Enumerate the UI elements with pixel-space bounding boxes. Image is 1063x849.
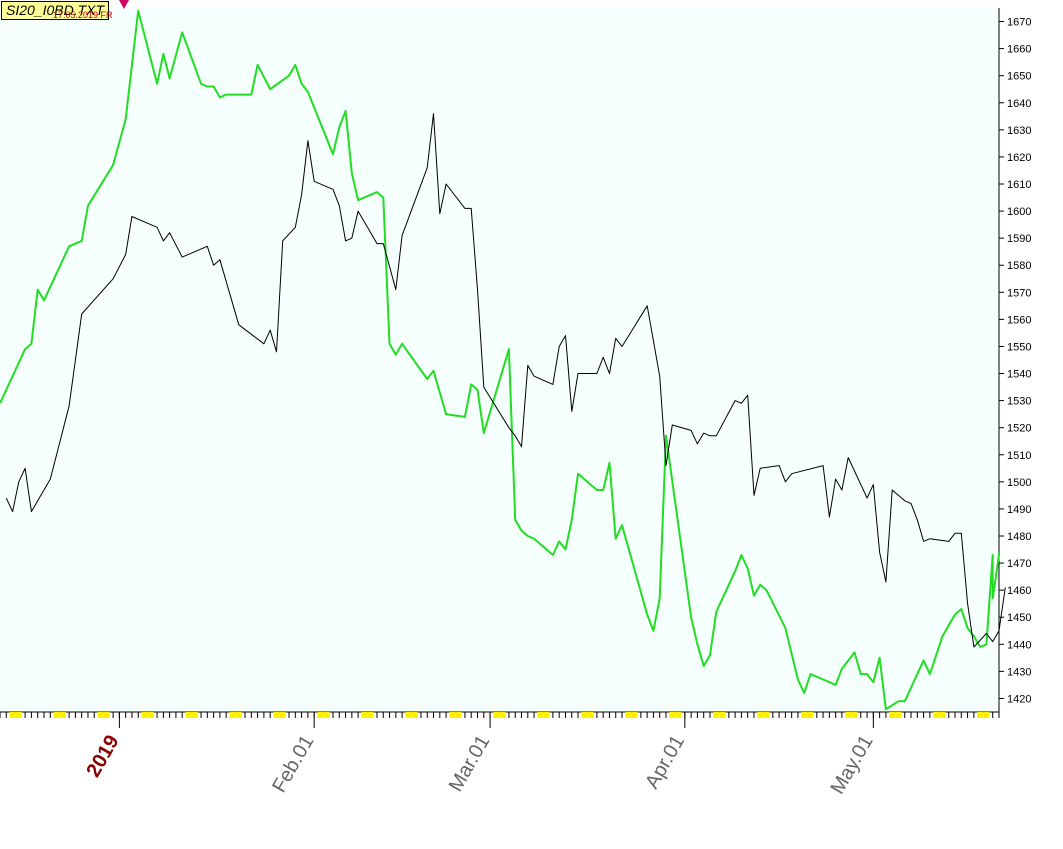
x-month-label: May.01 [827,732,878,799]
series-line-2 [5,113,1006,648]
weekend-marker [675,712,682,718]
y-tick-label: 1520 [1007,423,1031,435]
y-tick-label: 1500 [1007,477,1031,489]
weekend-marker [845,712,852,718]
y-tick-label: 1570 [1007,287,1031,299]
down-arrow-marker-icon [119,0,129,9]
weekend-marker [895,712,902,718]
weekend-marker [889,712,896,718]
weekend-marker [543,712,550,718]
weekend-marker [455,712,462,718]
weekend-marker [493,712,500,718]
weekend-marker [323,712,330,718]
weekend-marker [185,712,192,718]
weekend-marker [53,712,60,718]
y-tick-label: 1630 [1007,125,1031,137]
weekend-marker [581,712,588,718]
weekend-marker [933,712,940,718]
weekend-marker [669,712,676,718]
weekend-marker [317,712,324,718]
y-tick-label: 1460 [1007,585,1031,597]
weekend-marker [191,712,198,718]
x-month-label: Apr.01 [641,732,689,793]
weekend-marker [851,712,858,718]
y-tick-label: 1590 [1007,233,1031,245]
weekend-marker [449,712,456,718]
weekend-marker [537,712,544,718]
y-tick-label: 1640 [1007,98,1031,110]
x-year-label: 2019 [82,732,123,782]
y-tick-label: 1530 [1007,396,1031,408]
weekend-marker [983,712,990,718]
y-tick-label: 1550 [1007,341,1031,353]
x-axis-ticks: 2019 Feb.01 Mar.01 Apr.01 May.01 [0,711,1000,799]
weekend-marker [939,712,946,718]
weekend-marker [977,712,984,718]
weekend-marker [147,712,154,718]
y-tick-label: 1430 [1007,666,1031,678]
y-tick-label: 1420 [1007,693,1031,705]
weekend-marker [141,712,148,718]
weekend-marker [15,712,22,718]
x-month-label: Mar.01 [445,732,495,796]
y-tick-label: 1580 [1007,260,1031,272]
weekend-marker [411,712,418,718]
y-tick-label: 1620 [1007,152,1031,164]
weekend-marker [235,712,242,718]
y-tick-label: 1670 [1007,17,1031,29]
y-axis-ticks: 1420 1430 1440 1450 1460 1470 1480 1490 1500 1510… [999,17,1031,705]
y-tick-label: 1450 [1007,612,1031,624]
weekend-marker [367,712,374,718]
y-tick-label: 1600 [1007,206,1031,218]
x-month-label: Feb.01 [268,732,318,797]
weekend-marker [631,712,638,718]
y-tick-label: 1540 [1007,369,1031,381]
weekend-marker [713,712,720,718]
date-sub-label: 17.05.2019 FR [53,10,113,20]
y-tick-label: 1610 [1007,179,1031,191]
weekend-marker [361,712,368,718]
y-tick-label: 1480 [1007,531,1031,543]
weekend-marker [801,712,808,718]
y-tick-label: 1560 [1007,314,1031,326]
weekend-marker [625,712,632,718]
weekend-marker [97,712,104,718]
weekend-marker [59,712,66,718]
y-tick-label: 1490 [1007,504,1031,516]
plot-area [0,8,999,712]
weekend-marker [229,712,236,718]
weekend-marker [757,712,764,718]
weekend-marker [279,712,286,718]
weekend-marker [273,712,280,718]
series-line-1 [0,9,1000,711]
y-tick-label: 1510 [1007,450,1031,462]
series-lines [0,9,1006,711]
weekend-marker [405,712,412,718]
file-name-label: SI20_I0BD.TXT [1,1,110,20]
weekend-marker [499,712,506,718]
y-tick-label: 1650 [1007,71,1031,83]
weekend-marker [719,712,726,718]
weekend-marker [103,712,110,718]
weekend-marker [807,712,814,718]
y-tick-label: 1660 [1007,44,1031,56]
y-tick-label: 1440 [1007,639,1031,651]
weekend-marker [9,712,16,718]
weekend-marker [763,712,770,718]
weekend-marker [587,712,594,718]
y-tick-label: 1470 [1007,558,1031,570]
